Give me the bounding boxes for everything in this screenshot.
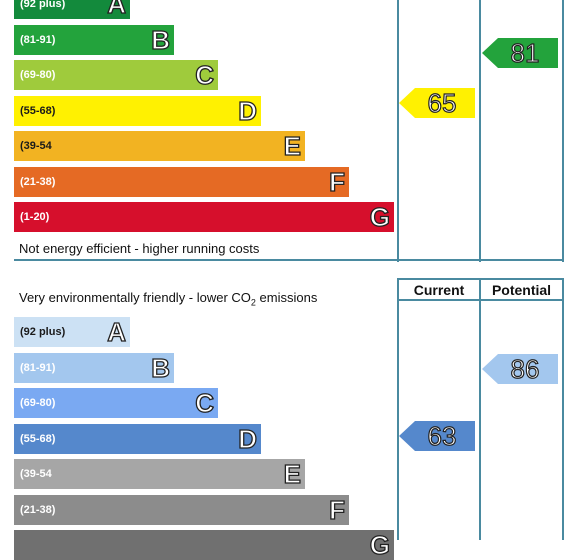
rating-band-a: (92 plus) A	[14, 316, 130, 348]
rating-band-f: (21-38) F	[14, 166, 349, 197]
rating-band-g: G	[14, 529, 394, 560]
energy-potential-rating-arrow: 81	[482, 37, 558, 69]
rating-band-f: (21-38) F	[14, 494, 349, 525]
energy-footer-caption: Not energy efficient - higher running co…	[19, 241, 260, 256]
energy-potential-value: 81	[510, 37, 540, 68]
rating-band-c: (69-80) C	[14, 387, 218, 419]
rating-band-a: (92 plus) A	[14, 0, 130, 20]
rating-band-e: (39-54 E	[14, 458, 305, 490]
rating-band-d: (55-68) D	[14, 423, 261, 454]
band-letter: D	[238, 423, 258, 454]
caption-subscript: 2	[250, 297, 256, 308]
env-current-rating-arrow: 63	[399, 420, 475, 452]
energy-current-value: 65	[427, 87, 457, 118]
caption-text-suffix: emissions	[255, 290, 318, 305]
current-column-left-border	[397, 278, 399, 540]
chart-right-border	[562, 278, 564, 540]
band-range-label: (55-68)	[20, 104, 56, 117]
band-range-label: (21-38)	[20, 175, 56, 188]
band-letter: F	[328, 494, 345, 525]
rating-band-b: (81-91) B	[14, 352, 174, 383]
current-column-left-border	[397, 0, 399, 262]
current-column-header: Current	[413, 282, 465, 298]
rating-band-d: (55-68) D	[14, 95, 261, 126]
band-letter: G	[369, 201, 391, 232]
env-potential-value: 86	[510, 353, 540, 384]
band-range-label: (81-91)	[20, 33, 56, 46]
band-letter: C	[195, 387, 215, 418]
band-letter: E	[283, 130, 302, 161]
band-range-label: (39-54	[20, 140, 52, 152]
rating-band-g: (1-20) G	[14, 201, 394, 233]
environmental-impact-chart: Current Potential Very environmentally f…	[0, 278, 582, 560]
energy-efficiency-chart: (92 plus) A (81-91) B (69-80) C (55-68) D (39-54…	[0, 0, 582, 262]
band-range-label: (69-80)	[20, 69, 56, 81]
band-range-label: (1-20)	[20, 211, 50, 223]
band-letter: G	[369, 529, 391, 560]
env-current-value: 63	[427, 420, 457, 451]
band-range-label: (39-54	[20, 468, 52, 480]
band-range-label: (55-68)	[20, 432, 56, 445]
band-letter: B	[151, 352, 171, 383]
potential-column-header: Potential	[491, 282, 552, 298]
band-letter: D	[238, 95, 258, 126]
band-letter: E	[283, 458, 302, 489]
band-range-label: (92 plus)	[20, 326, 66, 338]
band-letter: F	[328, 166, 345, 197]
rating-band-c: (69-80) C	[14, 59, 218, 91]
band-letter: A	[107, 316, 127, 347]
band-range-label: (69-80)	[20, 397, 56, 409]
potential-column-left-border	[479, 278, 481, 540]
chart-right-border	[562, 0, 564, 262]
band-letter: B	[151, 24, 171, 55]
band-letter: C	[195, 59, 215, 90]
rating-band-b: (81-91) B	[14, 24, 174, 55]
energy-current-rating-arrow: 65	[399, 87, 475, 119]
chart-bottom-border	[14, 259, 564, 261]
band-letter: A	[107, 0, 127, 20]
env-header-caption: Very environmentally friendly - lower CO…	[19, 290, 317, 308]
caption-text: Very environmentally friendly - lower CO	[19, 290, 251, 305]
potential-column-left-border	[479, 0, 481, 262]
band-range-label: (92 plus)	[20, 0, 66, 10]
band-range-label: (81-91)	[20, 361, 56, 374]
band-range-label: (21-38)	[20, 503, 56, 516]
rating-band-e: (39-54 E	[14, 130, 305, 162]
env-potential-rating-arrow: 86	[482, 353, 558, 385]
